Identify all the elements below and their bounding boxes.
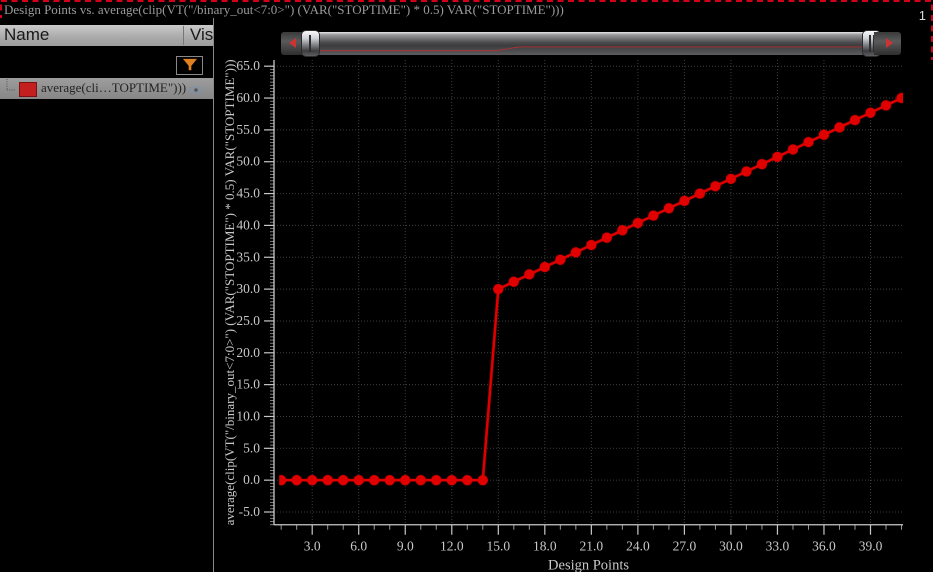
svg-text:12.0: 12.0: [440, 539, 464, 554]
svg-text:15.0: 15.0: [486, 539, 510, 554]
svg-text:65.0: 65.0: [236, 60, 260, 73]
svg-text:30.0: 30.0: [236, 281, 260, 296]
svg-text:35.0: 35.0: [236, 249, 260, 264]
svg-text:6.0: 6.0: [350, 539, 367, 554]
svg-text:50.0: 50.0: [236, 154, 260, 169]
svg-text:20.0: 20.0: [236, 345, 260, 360]
svg-text:55.0: 55.0: [236, 122, 260, 137]
svg-text:36.0: 36.0: [812, 539, 836, 554]
svg-text:25.0: 25.0: [236, 313, 260, 328]
svg-text:33.0: 33.0: [766, 539, 790, 554]
svg-text:18.0: 18.0: [533, 539, 557, 554]
svg-text:9.0: 9.0: [397, 539, 414, 554]
svg-text:24.0: 24.0: [626, 539, 650, 554]
svg-text:45.0: 45.0: [236, 186, 260, 201]
svg-text:21.0: 21.0: [580, 539, 604, 554]
svg-text:0.0: 0.0: [243, 472, 260, 487]
svg-text:5.0: 5.0: [243, 440, 260, 455]
svg-text:30.0: 30.0: [719, 539, 743, 554]
svg-text:60.0: 60.0: [236, 90, 260, 105]
svg-text:average(clip(VT("/binary_out<7: average(clip(VT("/binary_out<7:0>") (VAR…: [222, 60, 237, 525]
svg-text:15.0: 15.0: [236, 377, 260, 392]
svg-text:39.0: 39.0: [859, 539, 883, 554]
svg-text:3.0: 3.0: [304, 539, 321, 554]
svg-text:10.0: 10.0: [236, 408, 260, 423]
svg-text:-5.0: -5.0: [239, 504, 261, 519]
svg-text:27.0: 27.0: [673, 539, 697, 554]
svg-text:40.0: 40.0: [236, 217, 260, 232]
svg-text:Design Points: Design Points: [548, 558, 629, 572]
